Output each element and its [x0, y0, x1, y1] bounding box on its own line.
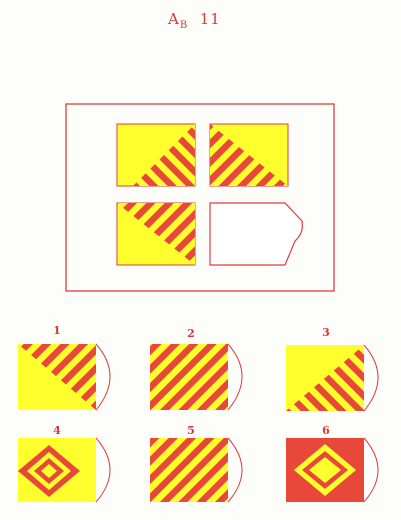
- option-2-tile[interactable]: [150, 343, 243, 411]
- matrix-tile-top-left: [116, 123, 196, 187]
- matrix-missing-tile: [209, 202, 303, 266]
- option-3-label: 3: [322, 326, 330, 339]
- option-4-tile[interactable]: [18, 437, 111, 503]
- option-5-tile[interactable]: [150, 437, 243, 503]
- title-subscript: B: [179, 20, 189, 31]
- puzzle-frame: [65, 103, 335, 292]
- option-1-label: 1: [53, 324, 61, 337]
- test-title: AB 11: [168, 10, 221, 31]
- title-number: 11: [199, 10, 221, 28]
- option-5-label: 5: [187, 424, 195, 437]
- option-6-label: 6: [322, 424, 330, 437]
- matrix-tile-bottom-left: [116, 202, 196, 266]
- title-letter: A: [168, 10, 180, 28]
- matrix-tile-top-right: [209, 123, 289, 187]
- option-1-tile[interactable]: [18, 343, 111, 411]
- option-4-label: 4: [53, 424, 61, 437]
- option-6-tile[interactable]: [286, 437, 379, 503]
- option-2-label: 2: [187, 327, 195, 340]
- option-3-tile[interactable]: [286, 344, 379, 412]
